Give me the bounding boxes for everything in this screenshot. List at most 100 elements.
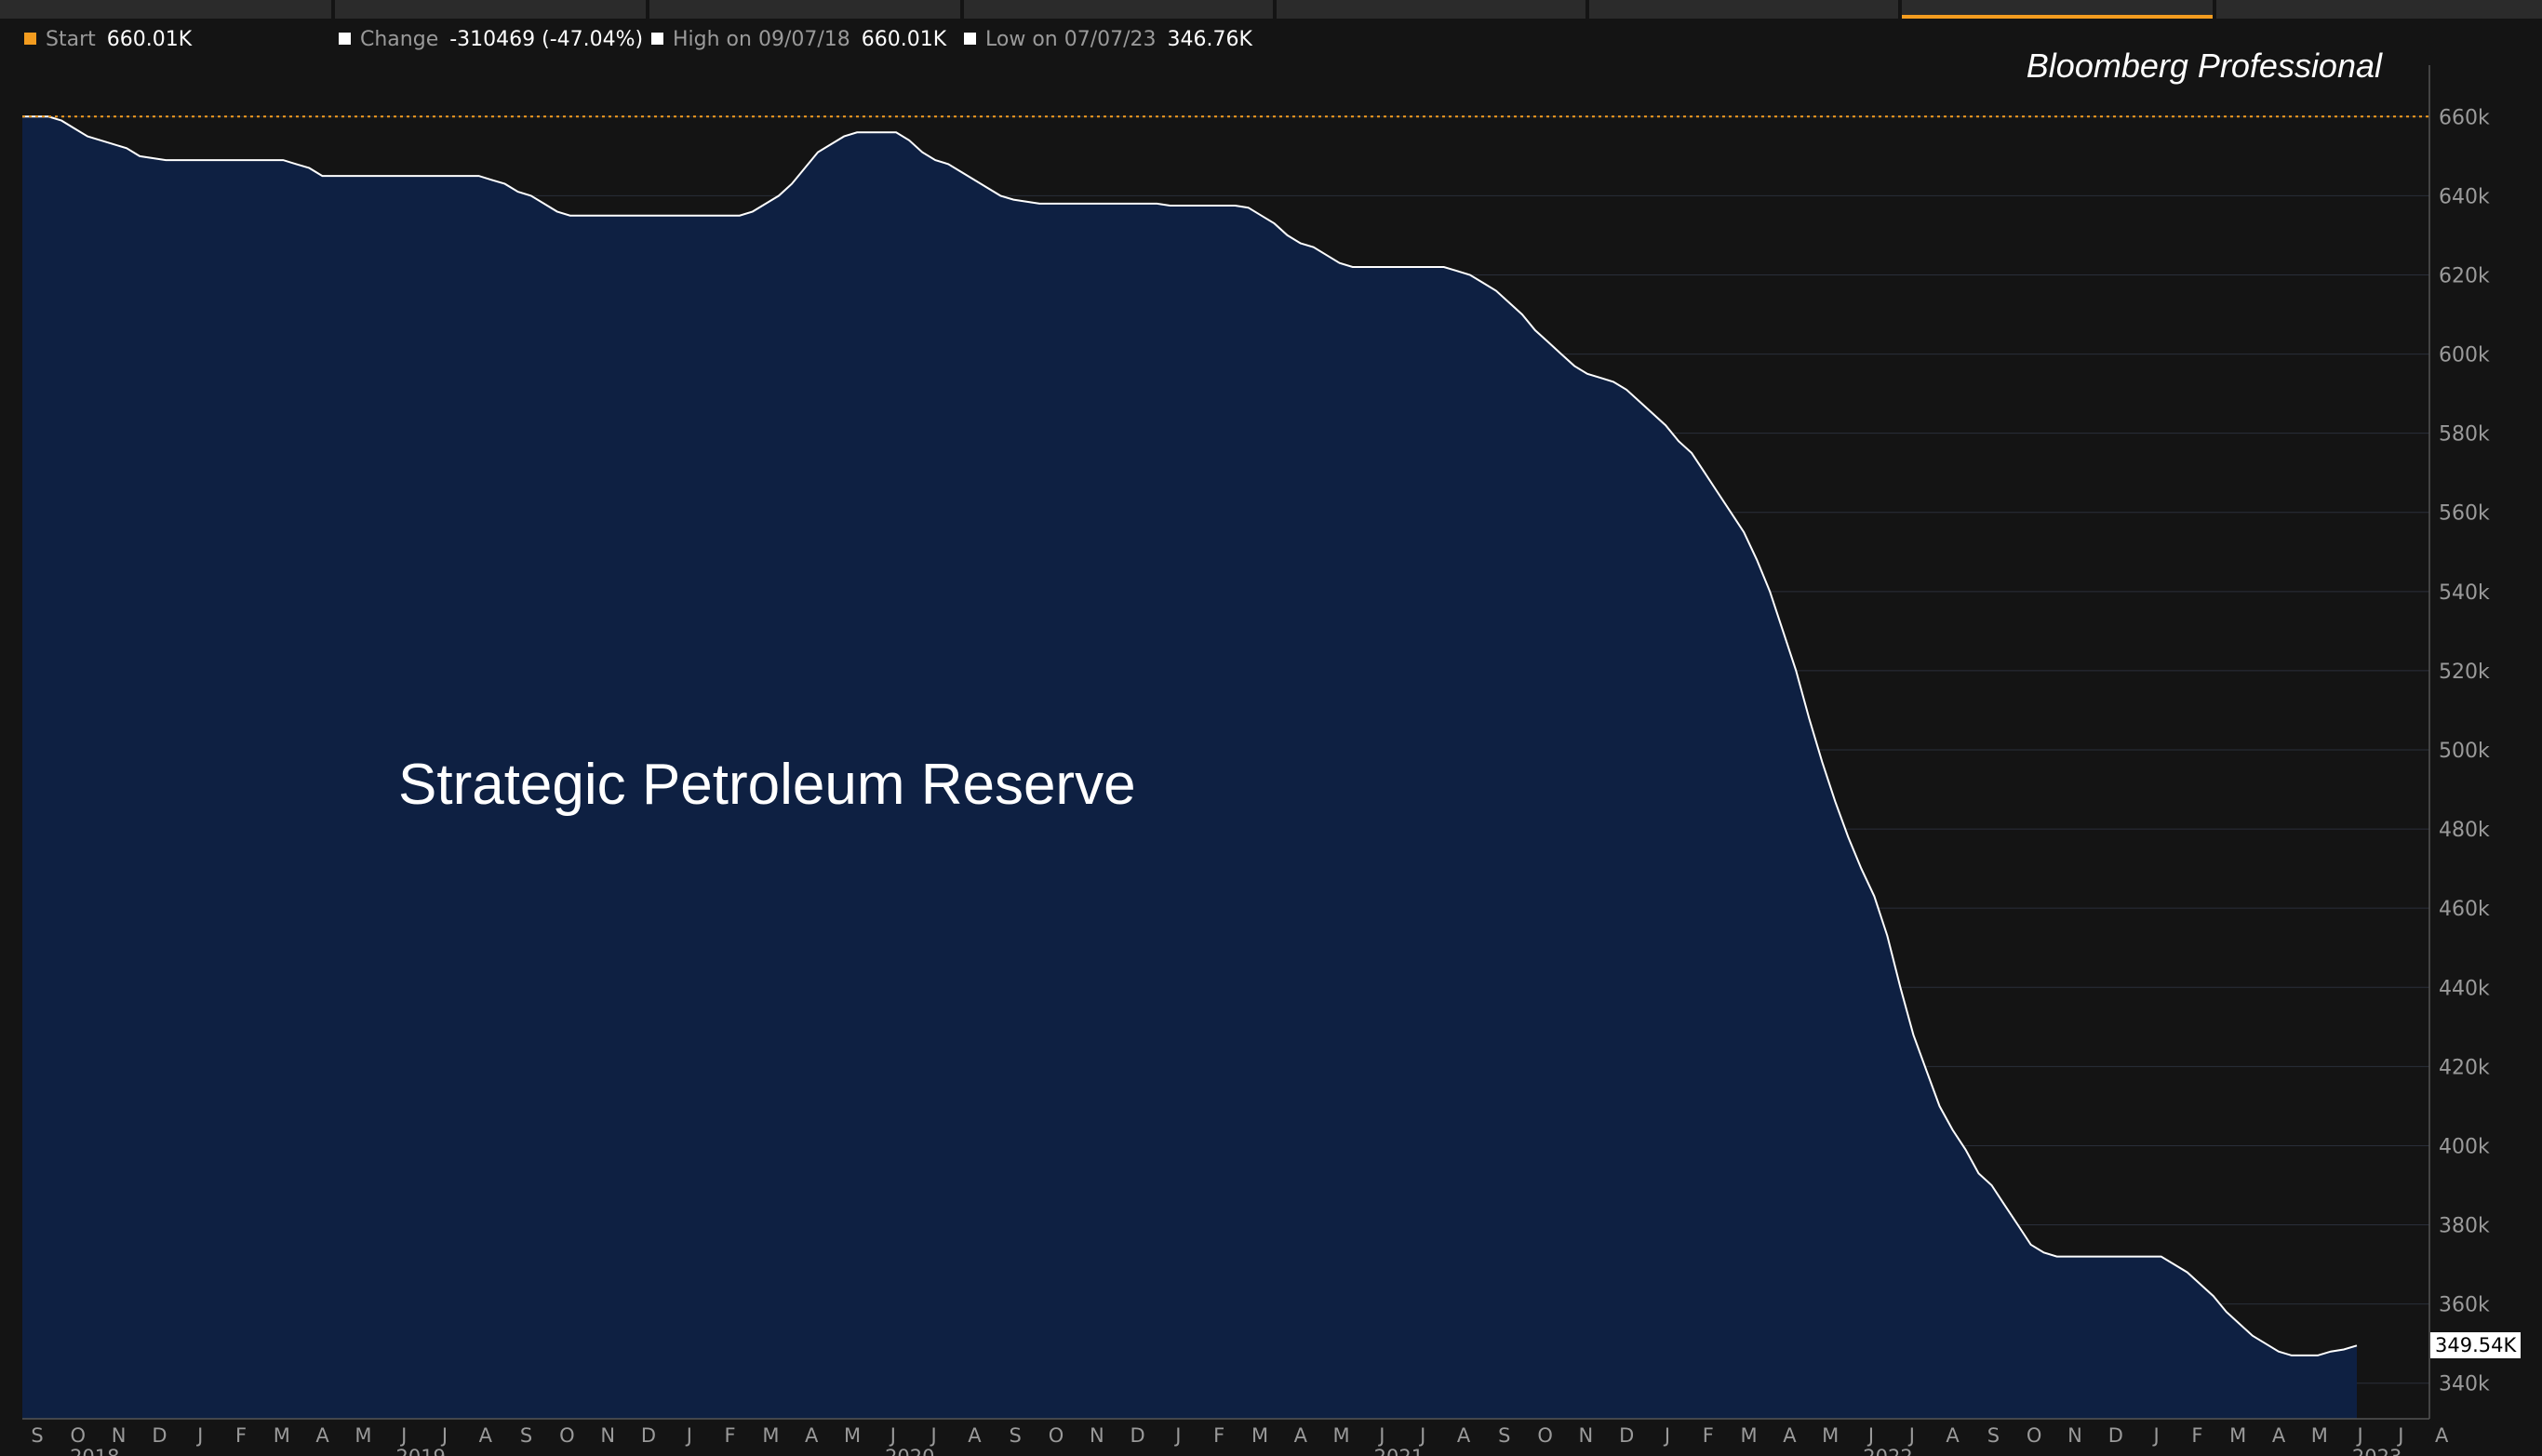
legend-start-value: 660.01K — [106, 28, 193, 51]
y-tick-label: 340k — [2439, 1373, 2490, 1396]
x-month-label: J — [1866, 1424, 1874, 1447]
x-month-label: F — [235, 1424, 247, 1447]
y-tick-label: 380k — [2439, 1215, 2490, 1238]
x-month-label: F — [725, 1424, 736, 1447]
x-month-label: J — [399, 1424, 407, 1447]
x-month-label: F — [2191, 1424, 2202, 1447]
x-month-label: S — [31, 1424, 43, 1447]
x-month-label: M — [844, 1424, 861, 1447]
x-month-label: D — [1619, 1424, 1634, 1447]
tab-bar — [0, 0, 2542, 19]
y-tick-label: 660k — [2439, 106, 2490, 129]
x-month-label: F — [1703, 1424, 1714, 1447]
tab-6[interactable] — [1589, 0, 1898, 19]
brand-label: Bloomberg Professional — [2026, 47, 2382, 85]
x-month-label: O — [1049, 1424, 1064, 1447]
tab-1[interactable] — [0, 0, 331, 19]
tab-3[interactable] — [649, 0, 960, 19]
tab-4[interactable] — [964, 0, 1273, 19]
x-month-label: M — [1822, 1424, 1839, 1447]
tab-5[interactable] — [1277, 0, 1585, 19]
y-tick-label: 540k — [2439, 581, 2490, 605]
x-month-label: O — [71, 1424, 87, 1447]
x-month-label: O — [2027, 1424, 2042, 1447]
y-tick-label: 480k — [2439, 819, 2490, 842]
x-month-label: N — [112, 1424, 127, 1447]
x-month-label: A — [2435, 1424, 2449, 1447]
y-tick-label: 600k — [2439, 344, 2490, 367]
x-month-label: N — [1579, 1424, 1594, 1447]
x-month-label: M — [2229, 1424, 2246, 1447]
tab-8[interactable] — [2216, 0, 2542, 19]
x-year-label: 2020 — [885, 1446, 934, 1456]
legend-start: Start 660.01K — [24, 28, 192, 51]
x-month-label: A — [1294, 1424, 1308, 1447]
x-month-label: J — [440, 1424, 448, 1447]
y-tick-label: 520k — [2439, 661, 2490, 684]
legend-high-value: 660.01K — [861, 28, 947, 51]
x-month-label: S — [1987, 1424, 2000, 1447]
x-month-label: J — [2151, 1424, 2159, 1447]
x-month-label: A — [315, 1424, 329, 1447]
legend-high-label: High on 09/07/18 — [673, 28, 850, 51]
x-month-label: A — [2272, 1424, 2286, 1447]
x-month-label: F — [1213, 1424, 1224, 1447]
x-month-label: D — [641, 1424, 656, 1447]
x-month-label: J — [1418, 1424, 1425, 1447]
x-month-label: J — [889, 1424, 896, 1447]
y-tick-label: 640k — [2439, 185, 2490, 208]
legend-change-value: -310469 (-47.04%) — [449, 28, 644, 51]
x-year-label: 2023 — [2352, 1446, 2402, 1456]
y-tick-label: 460k — [2439, 898, 2490, 921]
y-tick-label: 620k — [2439, 264, 2490, 287]
last-value-tag: 349.54K — [2430, 1332, 2522, 1358]
x-month-label: M — [1251, 1424, 1268, 1447]
legend-change: Change -310469 (-47.04%) — [339, 28, 643, 51]
y-tick-label: 420k — [2439, 1056, 2490, 1079]
x-month-label: J — [929, 1424, 936, 1447]
x-month-label: A — [479, 1424, 493, 1447]
x-month-label: S — [1498, 1424, 1510, 1447]
y-tick-label: 440k — [2439, 977, 2490, 1000]
legend-low-value: 346.76K — [1167, 28, 1252, 51]
x-month-label: N — [2067, 1424, 2082, 1447]
x-month-label: N — [600, 1424, 615, 1447]
tab-2[interactable] — [335, 0, 646, 19]
x-month-label: J — [1663, 1424, 1670, 1447]
x-month-label: J — [685, 1424, 692, 1447]
x-month-label: J — [1377, 1424, 1385, 1447]
legend-start-swatch — [24, 33, 36, 45]
x-month-label: J — [1173, 1424, 1181, 1447]
x-month-label: D — [1131, 1424, 1145, 1447]
y-tick-label: 400k — [2439, 1135, 2490, 1158]
x-month-label: S — [520, 1424, 532, 1447]
x-month-label: J — [195, 1424, 203, 1447]
x-month-label: A — [968, 1424, 982, 1447]
legend-low-label: Low on 07/07/23 — [985, 28, 1157, 51]
series-area — [22, 116, 2357, 1419]
x-month-label: A — [1457, 1424, 1471, 1447]
x-month-label: M — [2311, 1424, 2328, 1447]
x-month-label: A — [805, 1424, 819, 1447]
x-month-label: J — [1907, 1424, 1915, 1447]
x-year-label: 2019 — [395, 1446, 445, 1456]
x-month-label: N — [1090, 1424, 1104, 1447]
x-month-label: M — [1333, 1424, 1350, 1447]
x-year-label: 2022 — [1863, 1446, 1912, 1456]
y-tick-label: 360k — [2439, 1294, 2490, 1317]
x-month-label: M — [1741, 1424, 1758, 1447]
x-month-label: A — [1946, 1424, 1960, 1447]
series-line — [22, 115, 2358, 1356]
y-tick-label: 500k — [2439, 740, 2490, 763]
tab-7-active[interactable] — [1902, 0, 2213, 19]
x-month-label: A — [1783, 1424, 1797, 1447]
legend-low-swatch — [964, 33, 976, 45]
x-month-label: O — [1537, 1424, 1553, 1447]
x-year-label: 2018 — [70, 1446, 119, 1456]
legend-high-swatch — [651, 33, 663, 45]
x-month-label: D — [152, 1424, 167, 1447]
x-month-label: D — [2108, 1424, 2123, 1447]
chart-title: Strategic Petroleum Reserve — [398, 753, 1136, 817]
y-tick-label: 560k — [2439, 502, 2490, 526]
